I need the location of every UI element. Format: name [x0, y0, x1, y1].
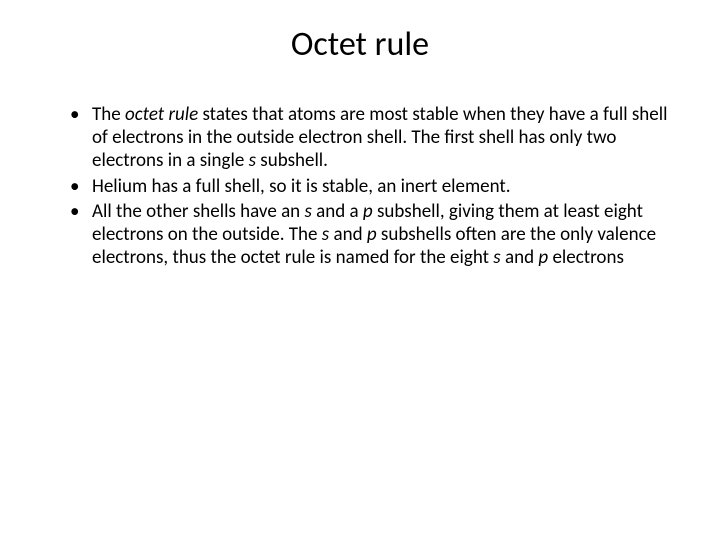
text-run: subshell.	[256, 149, 328, 172]
bullet-item: All the other shells have an s and a p s…	[70, 200, 680, 270]
text-run: The	[92, 103, 125, 126]
text-run: and	[329, 223, 367, 246]
text-run: p	[538, 246, 548, 269]
slide: Octet rule The octet rule states that at…	[0, 0, 720, 540]
text-run: and	[501, 246, 539, 269]
text-run: p	[367, 223, 377, 246]
text-run: All the other shells have an	[92, 200, 304, 223]
text-run: and a	[312, 200, 363, 223]
text-run: Helium has a full shell, so it is stable…	[92, 175, 511, 198]
slide-title: Octet rule	[40, 24, 680, 65]
bullet-list: The octet rule states that atoms are mos…	[40, 103, 680, 269]
text-run: octet rule	[125, 103, 198, 126]
text-run: s	[304, 200, 311, 223]
text-run: s	[493, 246, 500, 269]
text-run: s	[249, 149, 256, 172]
bullet-item: The octet rule states that atoms are mos…	[70, 103, 680, 173]
text-run: electrons	[548, 246, 624, 269]
text-run: p	[363, 200, 373, 223]
bullet-item: Helium has a full shell, so it is stable…	[70, 175, 680, 198]
slide-body: The octet rule states that atoms are mos…	[40, 103, 680, 269]
